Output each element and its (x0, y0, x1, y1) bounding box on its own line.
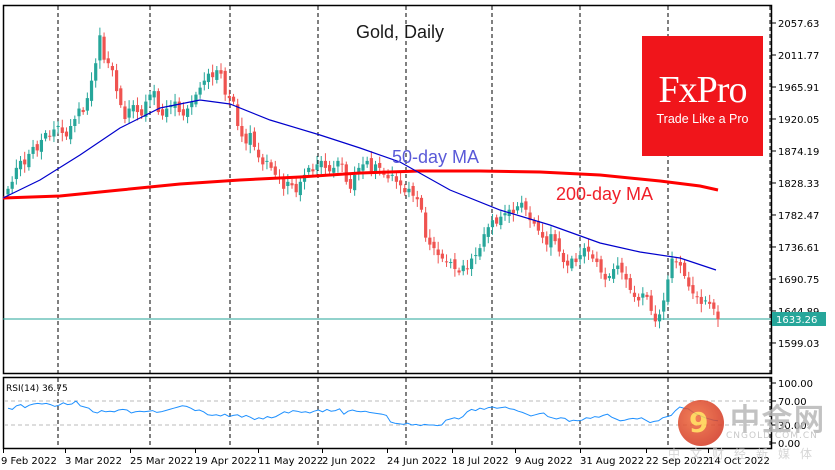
fxpro-logo: FxPro Trade Like a Pro (642, 36, 763, 156)
svg-text:25 Mar 2022: 25 Mar 2022 (130, 456, 193, 467)
svg-text:1690.75: 1690.75 (778, 275, 819, 286)
svg-text:1782.47: 1782.47 (778, 211, 819, 222)
chart-title: Gold, Daily (356, 22, 444, 42)
ma200-line (2, 169, 719, 200)
svg-text:1874.19: 1874.19 (778, 147, 819, 158)
date-axis: 9 Feb 2022 3 Mar 2022 25 Mar 2022 19 Apr 20… (1, 449, 770, 467)
rsi-axis: 100.00 70.00 30.00 0.00 (772, 379, 813, 450)
svg-text:100.00: 100.00 (778, 379, 813, 390)
rsi-label: RSI(14) 36.75 (6, 384, 68, 394)
rsi-levels (4, 400, 771, 426)
watermark-en-text: CNGOLD.COM.CN (726, 431, 818, 441)
svg-text:1828.33: 1828.33 (778, 179, 819, 190)
ma50-line (2, 99, 717, 271)
svg-text:1965.91: 1965.91 (778, 83, 819, 94)
svg-text:1920.05: 1920.05 (778, 115, 819, 126)
svg-text:2 Jun 2022: 2 Jun 2022 (322, 456, 376, 467)
logo-brand: FxPro (658, 69, 748, 111)
svg-text:14 Oct 2022: 14 Oct 2022 (708, 456, 770, 467)
cngold-logo-icon: 9 (678, 400, 724, 446)
ma200-label: 200-day MA (556, 184, 653, 204)
watermark-cn-text: 中金网 (730, 403, 826, 438)
svg-text:2057.63: 2057.63 (778, 19, 819, 30)
svg-text:9 Aug 2022: 9 Aug 2022 (515, 456, 573, 467)
rsi-panel (2, 376, 773, 450)
svg-text:2011.77: 2011.77 (778, 51, 819, 62)
rsi-line (7, 400, 719, 427)
price-tag: 1633.26 (776, 315, 817, 326)
price-tag-bg (772, 312, 826, 326)
svg-text:24 Jun 2022: 24 Jun 2022 (387, 456, 447, 467)
svg-text:70.00: 70.00 (778, 397, 807, 408)
svg-text:30.00: 30.00 (778, 421, 807, 432)
svg-text:11 May 2022: 11 May 2022 (258, 456, 323, 467)
watermark-sub-text: 中文财经新媒体 (668, 447, 823, 461)
cngold-watermark: 9 中金网 CNGOLD.COM.CN 中文财经新媒体 (668, 395, 835, 470)
svg-text:31 Aug 2022: 31 Aug 2022 (580, 456, 644, 467)
logo-tagline: Trade Like a Pro (656, 112, 749, 126)
svg-text:1736.61: 1736.61 (778, 243, 819, 254)
svg-text:0.00: 0.00 (778, 439, 800, 450)
ma50-label: 50-day MA (392, 147, 479, 167)
svg-text:9 Feb 2022: 9 Feb 2022 (1, 456, 57, 467)
svg-text:1599.03: 1599.03 (778, 339, 819, 350)
svg-text:22 Sep 2022: 22 Sep 2022 (646, 456, 709, 467)
svg-text:3 Mar 2022: 3 Mar 2022 (65, 456, 122, 467)
svg-text:19 Apr 2022: 19 Apr 2022 (195, 456, 257, 467)
svg-text:18 Jul 2022: 18 Jul 2022 (452, 456, 509, 467)
price-axis: 2057.63 2011.77 1965.91 1920.05 1874.19 1828.… (772, 19, 819, 350)
